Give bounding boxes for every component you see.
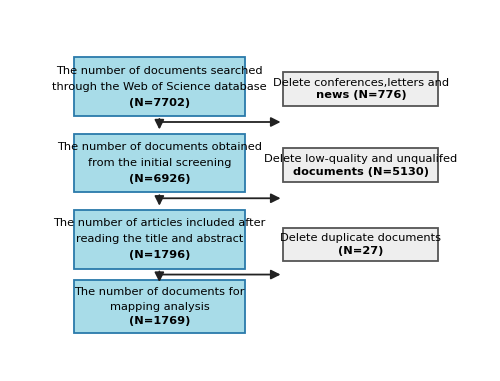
Text: The number of documents searched: The number of documents searched bbox=[56, 66, 262, 76]
FancyBboxPatch shape bbox=[74, 280, 244, 333]
Text: The number of documents for: The number of documents for bbox=[74, 288, 244, 298]
Text: through the Web of Science database: through the Web of Science database bbox=[52, 82, 266, 92]
Text: news (N=776): news (N=776) bbox=[316, 90, 406, 101]
FancyBboxPatch shape bbox=[74, 210, 244, 269]
Text: documents (N=5130): documents (N=5130) bbox=[293, 166, 429, 177]
Text: (N=1769): (N=1769) bbox=[128, 316, 190, 326]
Text: mapping analysis: mapping analysis bbox=[110, 302, 209, 312]
FancyBboxPatch shape bbox=[284, 148, 438, 182]
Text: from the initial screening: from the initial screening bbox=[88, 158, 231, 168]
Text: reading the title and abstract: reading the title and abstract bbox=[76, 234, 243, 244]
FancyBboxPatch shape bbox=[74, 58, 244, 116]
Text: (N=7702): (N=7702) bbox=[129, 98, 190, 108]
FancyBboxPatch shape bbox=[284, 227, 438, 261]
Text: The number of documents obtained: The number of documents obtained bbox=[57, 142, 262, 152]
Text: Delete low-quality and unqualifed: Delete low-quality and unqualifed bbox=[264, 154, 458, 164]
FancyBboxPatch shape bbox=[74, 134, 244, 192]
Text: Delete duplicate documents: Delete duplicate documents bbox=[280, 233, 442, 243]
Text: (N=27): (N=27) bbox=[338, 246, 384, 256]
Text: (N=6926): (N=6926) bbox=[128, 174, 190, 184]
Text: Delete conferences,letters and: Delete conferences,letters and bbox=[273, 78, 449, 88]
Text: The number of articles included after: The number of articles included after bbox=[53, 218, 266, 229]
Text: (N=1796): (N=1796) bbox=[128, 250, 190, 260]
FancyBboxPatch shape bbox=[284, 72, 438, 106]
